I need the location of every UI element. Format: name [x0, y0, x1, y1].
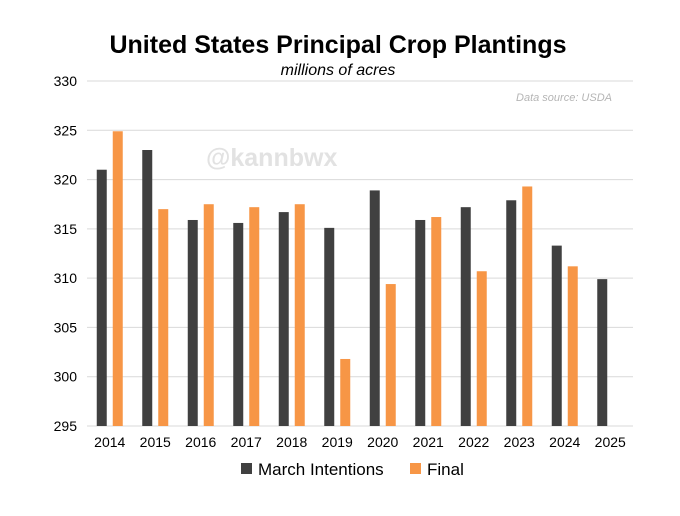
y-tick-label: 300 — [54, 369, 78, 385]
bar-march-intentions-2017 — [233, 222, 244, 426]
bar-final-2017 — [249, 207, 260, 426]
y-tick-label: 330 — [54, 73, 78, 89]
legend-swatch-final — [410, 463, 421, 474]
legend-label-march-intentions: March Intentions — [258, 460, 384, 479]
y-tick-label: 315 — [54, 221, 78, 237]
bar-final-2018 — [294, 204, 305, 426]
bar-march-intentions-2015 — [142, 150, 153, 426]
x-tick-label: 2018 — [276, 434, 307, 450]
y-tick-label: 325 — [54, 122, 78, 138]
x-tick-label: 2025 — [595, 434, 626, 450]
y-axis-ticks: 330 325 320 315 310 305 300 295 — [54, 73, 78, 434]
bar-march-intentions-2025 — [597, 279, 608, 426]
x-tick-label: 2017 — [231, 434, 262, 450]
bar-final-2015 — [158, 209, 169, 426]
chart-subtitle: millions of acres — [281, 62, 396, 79]
watermark: @kannbwx — [206, 144, 337, 172]
x-tick-label: 2024 — [549, 434, 580, 450]
x-axis-ticks: 2014 2015 2016 2017 2018 2019 2020 2021 2022 2023… — [94, 434, 626, 450]
bar-march-intentions-2016 — [187, 219, 198, 426]
bar-march-intentions-2024 — [551, 245, 562, 426]
x-tick-label: 2015 — [140, 434, 171, 450]
legend-label-final: Final — [427, 460, 464, 479]
legend: March Intentions Final — [241, 460, 464, 479]
bar-final-2019 — [340, 358, 351, 426]
x-tick-label: 2014 — [94, 434, 125, 450]
bar-final-2014 — [112, 131, 123, 426]
x-tick-label: 2021 — [413, 434, 444, 450]
bar-march-intentions-2020 — [369, 190, 380, 426]
bar-final-2016 — [203, 204, 214, 426]
bars — [96, 131, 608, 426]
x-tick-label: 2023 — [504, 434, 535, 450]
data-source-note: Data source: USDA — [516, 92, 612, 104]
chart-title: United States Principal Crop Plantings — [109, 31, 566, 59]
bar-march-intentions-2014 — [96, 169, 107, 426]
x-tick-label: 2020 — [367, 434, 398, 450]
legend-swatch-march-intentions — [241, 463, 252, 474]
y-tick-label: 305 — [54, 319, 78, 335]
bar-march-intentions-2019 — [324, 227, 335, 426]
bar-final-2023 — [522, 186, 533, 426]
bar-march-intentions-2023 — [506, 200, 517, 426]
gridlines — [87, 80, 633, 427]
bar-march-intentions-2018 — [278, 212, 289, 426]
bar-final-2020 — [385, 284, 396, 426]
bar-march-intentions-2022 — [460, 207, 471, 426]
y-tick-label: 310 — [54, 270, 78, 286]
x-tick-label: 2022 — [458, 434, 489, 450]
y-tick-label: 320 — [54, 172, 78, 188]
x-tick-label: 2016 — [185, 434, 216, 450]
bar-final-2022 — [476, 271, 487, 426]
bar-final-2021 — [431, 217, 442, 426]
bar-final-2024 — [567, 266, 578, 426]
y-tick-label: 295 — [54, 418, 78, 434]
bar-march-intentions-2021 — [415, 219, 426, 426]
x-tick-label: 2019 — [322, 434, 353, 450]
